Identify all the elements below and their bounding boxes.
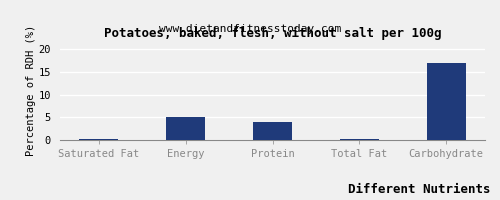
Title: Potatoes, baked, flesh, without salt per 100g: Potatoes, baked, flesh, without salt per… <box>104 27 442 40</box>
Bar <box>426 63 466 140</box>
Bar <box>253 122 292 140</box>
Bar <box>340 139 379 140</box>
Bar <box>166 117 205 140</box>
Text: Different Nutrients: Different Nutrients <box>348 183 490 196</box>
Text: www.dietandfitnesstoday.com: www.dietandfitnesstoday.com <box>159 24 341 34</box>
Y-axis label: Percentage of RDH (%): Percentage of RDH (%) <box>26 24 36 156</box>
Bar <box>80 139 118 140</box>
